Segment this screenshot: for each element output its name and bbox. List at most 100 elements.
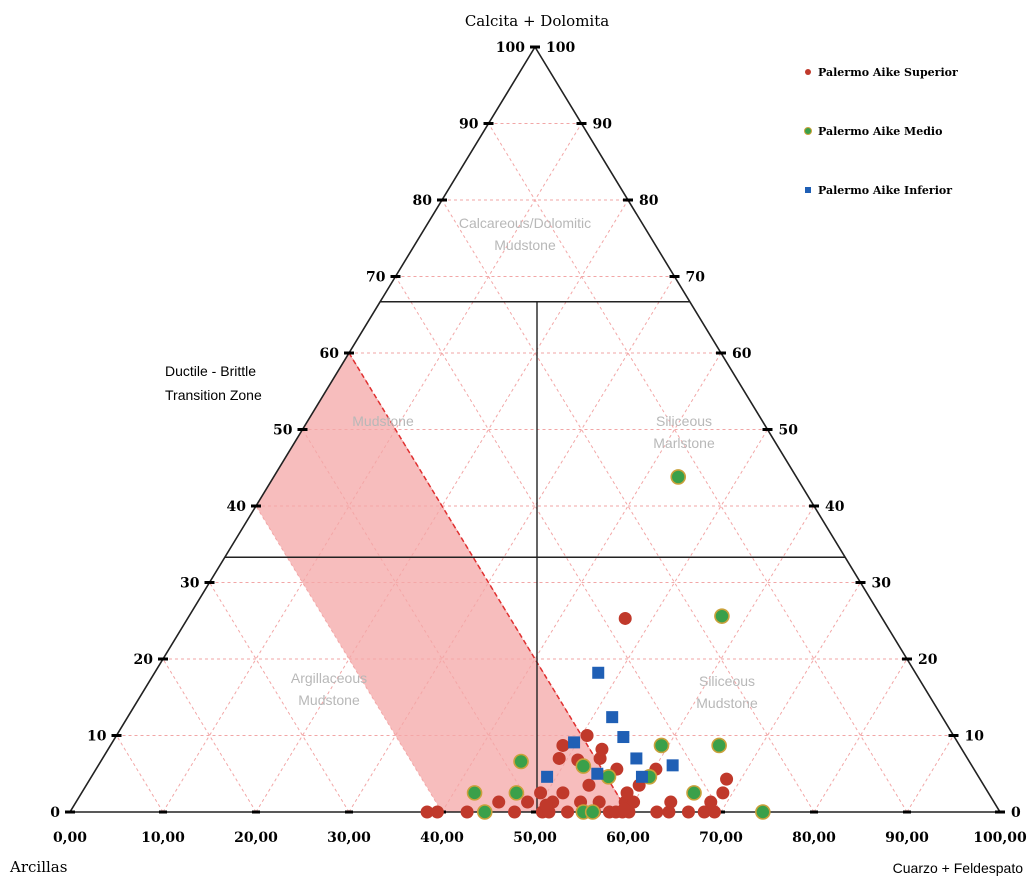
grid-line: [720, 582, 861, 813]
data-point-circle: [508, 785, 525, 801]
legend-marker: [804, 127, 812, 135]
zone-label: Marlstone: [653, 435, 715, 451]
data-point-circle: [711, 737, 727, 754]
legend-label: Palermo Aike Inferior: [818, 184, 952, 197]
bottom-tick-label: 20,00: [234, 830, 278, 846]
data-point-circle: [460, 805, 474, 819]
ductile-brittle-label: Ductile - Brittle Transition Zone: [165, 363, 262, 403]
data-point-square: [591, 767, 604, 780]
data-point-circle: [492, 795, 506, 809]
data-point-circle: [653, 737, 670, 754]
zone-label: Mudstone: [298, 692, 360, 708]
data-point-circle: [662, 805, 676, 819]
data-point-circle: [466, 785, 483, 801]
legend-marker: [805, 187, 811, 193]
data-point-circle: [420, 805, 434, 819]
legend: Palermo Aike Superior Palermo Aike Medio P…: [804, 66, 958, 197]
data-point-circle: [681, 805, 695, 819]
grid-line: [488, 123, 908, 813]
data-point-circle: [575, 758, 592, 774]
grid-line: [395, 276, 722, 813]
zone-label: Calcareous/Dolomitic: [459, 215, 591, 231]
bottom-tick-label: 10,00: [141, 830, 185, 846]
data-point-circle: [670, 469, 687, 485]
bottom-tick-label: 0,00: [53, 830, 87, 846]
left-tick-label: 0: [50, 805, 60, 821]
data-point-circle: [617, 802, 631, 816]
tick-marks: 0,00 0 0 10,00 10 10 20,00 20 20 30,00 30 30 40,00 40…: [50, 40, 1027, 846]
data-point-circle: [600, 769, 617, 785]
bottom-tick-label: 80,00: [792, 830, 836, 846]
data-point-square: [630, 752, 643, 765]
data-point-circle: [650, 805, 664, 819]
bottom-tick-label: 100,00: [973, 830, 1027, 846]
data-point-square: [568, 736, 581, 749]
zone-label: Argillaceous: [291, 670, 367, 686]
ductile-brittle-label-line-1: Ductile - Brittle: [165, 363, 256, 379]
zone-label: Siliceous: [699, 673, 755, 689]
data-point-circle: [539, 798, 553, 812]
data-point-circle: [584, 804, 601, 820]
data-point-circle: [556, 738, 570, 752]
data-point-square: [635, 770, 648, 783]
ductile-brittle-area: [256, 353, 628, 812]
top-axis-label: Calcita + Dolomita: [465, 12, 609, 30]
right-tick-label: 80: [639, 193, 659, 209]
data-point-circle: [686, 785, 702, 801]
legend-label: Palermo Aike Superior: [818, 66, 958, 79]
left-tick-label: 80: [413, 193, 433, 209]
data-point-circle: [580, 729, 594, 742]
left-tick-label: 10: [87, 729, 107, 745]
left-tick-label: 70: [366, 270, 386, 286]
ductile-brittle-label-line-2: Transition Zone: [165, 387, 262, 403]
left-axis-label: Arcillas: [9, 858, 67, 876]
zone-labels: Calcareous/Dolomitic Mudstone Mudstone Sili…: [291, 215, 758, 711]
right-tick-label: 60: [732, 346, 752, 362]
data-point-circle: [513, 753, 529, 770]
right-tick-label: 90: [593, 117, 613, 133]
data-point-circle: [755, 804, 771, 820]
left-tick-label: 90: [459, 117, 479, 133]
bottom-tick-label: 90,00: [885, 830, 929, 846]
data-point-circle: [720, 772, 734, 786]
data-point-circle: [714, 608, 730, 624]
data-point-circle: [595, 742, 609, 756]
grid-line: [906, 735, 954, 813]
ductile-brittle-zone: [256, 352, 629, 813]
data-point-circle: [430, 805, 444, 819]
right-tick-label: 10: [965, 729, 985, 745]
data-point-circle: [716, 786, 730, 800]
bottom-tick-label: 60,00: [606, 830, 650, 846]
legend-marker: [805, 69, 811, 75]
right-tick-label: 30: [872, 576, 892, 592]
left-tick-label: 100: [496, 40, 525, 56]
ductile-brittle-boundary: [348, 352, 629, 813]
data-point-circle: [556, 786, 570, 800]
legend-label: Palermo Aike Medio: [818, 125, 942, 138]
bottom-tick-label: 40,00: [420, 830, 464, 846]
grid-line: [209, 582, 350, 813]
data-point-circle: [704, 795, 718, 809]
right-tick-label: 100: [546, 40, 575, 56]
data-point-circle: [618, 611, 632, 625]
zone-label: Mudstone: [494, 237, 556, 253]
right-tick-label: 20: [918, 652, 938, 668]
data-point-circle: [508, 805, 522, 819]
right-axis-label: Cuarzo + Feldespato: [893, 860, 1024, 876]
right-tick-label: 50: [779, 423, 799, 439]
left-tick-label: 50: [273, 423, 293, 439]
data-point-circle: [627, 795, 641, 809]
zone-label: Mudstone: [352, 413, 414, 429]
data-point-circle: [521, 795, 535, 809]
bottom-tick-label: 30,00: [327, 830, 371, 846]
data-point-circle: [476, 804, 493, 820]
data-point-circle: [534, 786, 548, 800]
bottom-tick-label: 70,00: [699, 830, 743, 846]
data-point-square: [541, 770, 554, 783]
data-point-circle: [561, 805, 575, 819]
left-tick-label: 40: [227, 499, 247, 515]
zone-label: Siliceous: [656, 413, 712, 429]
grid-line: [116, 735, 164, 813]
data-point-circle: [582, 778, 596, 792]
